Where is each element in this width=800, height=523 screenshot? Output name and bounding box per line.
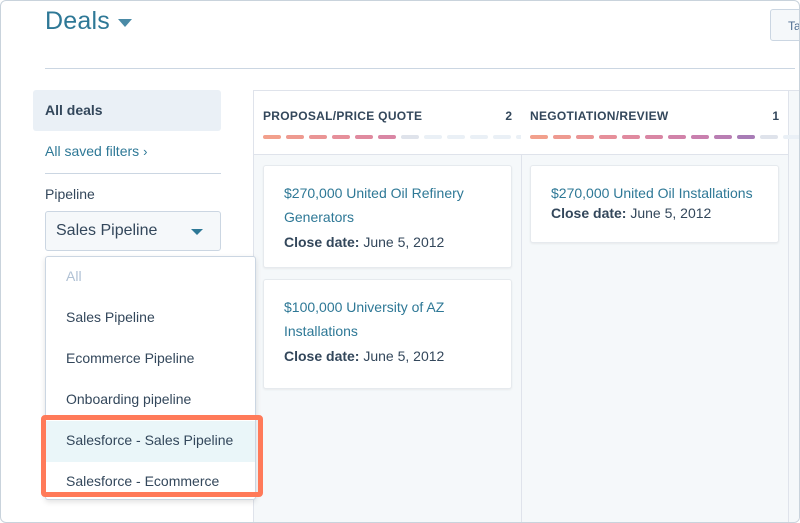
deal-card[interactable]: $270,000 United Oil Refinery Generators …	[263, 165, 512, 268]
deal-title-line1: $100,000 University of AZ	[284, 299, 445, 315]
dropdown-option-all[interactable]: All	[66, 268, 82, 284]
close-date-label: Close date:	[284, 348, 360, 364]
stage-progress	[530, 135, 799, 139]
progress-segment	[668, 135, 686, 139]
dropdown-option-salesforce-sales-pipeline[interactable]: Salesforce - Sales Pipeline	[46, 421, 255, 462]
pipeline-selected-value: Sales Pipeline	[56, 222, 158, 239]
dropdown-option-ecommerce-pipeline[interactable]: Ecommerce Pipeline	[66, 350, 195, 366]
dropdown-option-sales-pipeline[interactable]: Sales Pipeline	[66, 309, 155, 325]
pipeline-label: Pipeline	[45, 186, 95, 202]
deals-board: PROPOSAL/PRICE QUOTE 2 $270,000 United O…	[253, 90, 799, 522]
close-date-label: Close date:	[284, 234, 360, 250]
header-divider	[45, 68, 795, 69]
deal-title-line1: $270,000 United Oil Refinery	[284, 185, 464, 201]
deal-card[interactable]: $100,000 University of AZ Installations …	[263, 279, 512, 389]
progress-segment	[599, 135, 617, 139]
pipeline-select[interactable]: Sales Pipeline	[45, 211, 221, 251]
page-title: Deals	[45, 7, 110, 35]
board-column-negotiation: NEGOTIATION/REVIEW 1 $270,000 United Oil…	[521, 91, 799, 522]
highlight-box	[41, 415, 263, 497]
table-view-button[interactable]: Ta	[770, 9, 799, 41]
close-date-value: June 5, 2012	[630, 205, 712, 221]
progress-segment	[493, 135, 511, 139]
close-date: Close date: June 5, 2012	[284, 348, 491, 364]
column-header: NEGOTIATION/REVIEW 1	[521, 91, 799, 155]
sidebar-divider	[45, 173, 221, 174]
progress-segment	[332, 135, 350, 139]
saved-filters-link[interactable]: All saved filters ›	[45, 143, 148, 159]
chevron-right-icon: ›	[143, 143, 148, 159]
close-date-label: Close date:	[551, 205, 627, 221]
column-header: PROPOSAL/PRICE QUOTE 2	[254, 91, 534, 155]
progress-segment	[783, 135, 799, 139]
stage-progress	[263, 135, 534, 139]
progress-segment	[645, 135, 663, 139]
column-count: 1	[772, 109, 779, 123]
saved-filters-label: All saved filters	[45, 143, 140, 159]
progress-segment	[263, 135, 281, 139]
progress-segment	[737, 135, 755, 139]
deal-link[interactable]: $270,000 United Oil Refinery Generators	[284, 181, 491, 229]
column-name: PROPOSAL/PRICE QUOTE	[263, 109, 423, 123]
progress-segment	[760, 135, 778, 139]
progress-segment	[553, 135, 571, 139]
deal-link[interactable]: $270,000 United Oil Installations	[551, 181, 758, 205]
progress-segment	[401, 135, 419, 139]
progress-segment	[447, 135, 465, 139]
progress-segment	[691, 135, 709, 139]
close-date-value: June 5, 2012	[363, 234, 445, 250]
deal-card[interactable]: $270,000 United Oil Installations Close …	[530, 165, 779, 243]
deal-title-line2: Generators	[284, 209, 355, 225]
page-title-dropdown[interactable]: Deals	[45, 7, 132, 36]
progress-segment	[378, 135, 396, 139]
close-date: Close date: June 5, 2012	[284, 234, 491, 250]
all-deals-filter[interactable]: All deals	[33, 90, 221, 131]
progress-segment	[355, 135, 373, 139]
progress-segment	[286, 135, 304, 139]
caret-down-icon	[117, 18, 132, 27]
caret-down-icon	[191, 229, 203, 235]
dropdown-option-salesforce-ecommerce[interactable]: Salesforce - Ecommerce	[66, 473, 220, 489]
progress-segment	[530, 135, 548, 139]
progress-segment	[714, 135, 732, 139]
board-column-proposal: PROPOSAL/PRICE QUOTE 2 $270,000 United O…	[254, 91, 534, 522]
progress-segment	[622, 135, 640, 139]
column-count: 2	[505, 109, 512, 123]
progress-segment	[576, 135, 594, 139]
column-name: NEGOTIATION/REVIEW	[530, 109, 669, 123]
close-date: Close date: June 5, 2012	[551, 205, 758, 221]
deal-title-line1: $270,000 United Oil Installations	[551, 185, 753, 201]
progress-segment	[424, 135, 442, 139]
deal-link[interactable]: $100,000 University of AZ Installations	[284, 295, 491, 343]
pipeline-dropdown-menu: All Sales Pipeline Ecommerce Pipeline On…	[45, 256, 256, 500]
progress-segment	[309, 135, 327, 139]
progress-segment	[470, 135, 488, 139]
deal-title-line2: Installations	[284, 323, 358, 339]
dropdown-option-onboarding-pipeline[interactable]: Onboarding pipeline	[66, 391, 192, 407]
close-date-value: June 5, 2012	[363, 348, 445, 364]
